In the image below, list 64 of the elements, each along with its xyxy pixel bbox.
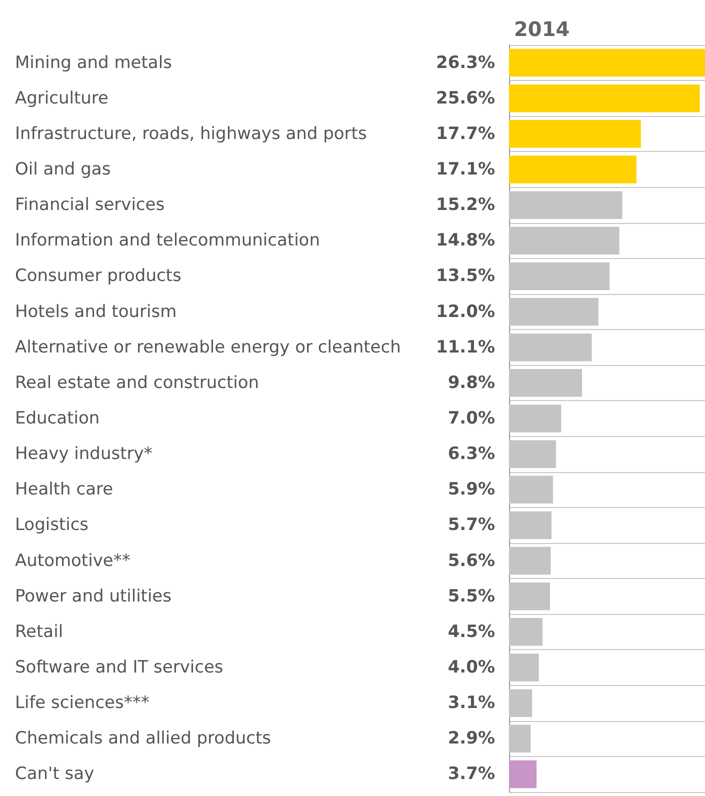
data-label: 5.6%: [448, 550, 495, 571]
data-label: 5.5%: [448, 586, 495, 606]
y-tick-label: Alternative or renewable energy or cleantech: [15, 337, 401, 358]
data-label: 4.5%: [448, 622, 495, 642]
data-label: 13.5%: [436, 266, 495, 286]
data-label: 25.6%: [436, 88, 495, 108]
bar: [509, 724, 531, 753]
data-label: 15.2%: [436, 195, 495, 216]
data-label: 9.8%: [448, 372, 495, 393]
y-tick-label: Retail: [15, 622, 64, 642]
bar: [509, 298, 598, 326]
data-label: 14.8%: [436, 230, 495, 251]
bar: [509, 546, 551, 575]
data-label: 4.0%: [448, 658, 495, 678]
y-tick-label: Can't say: [15, 764, 94, 784]
data-label: 5.7%: [448, 515, 495, 536]
y-tick-label: Real estate and construction: [15, 372, 260, 393]
data-label: 26.3%: [436, 52, 495, 73]
y-tick-label: Oil and gas: [15, 160, 111, 180]
y-tick-label: Hotels and tourism: [15, 302, 177, 322]
y-tick-label: Consumer products: [15, 266, 182, 286]
bar: [509, 476, 553, 504]
data-label: 3.1%: [448, 693, 495, 714]
y-tick-label: Information and telecommunication: [15, 230, 320, 251]
bar: [509, 511, 552, 540]
bar: [509, 226, 620, 255]
y-tick-label: Power and utilities: [15, 586, 172, 606]
y-tick-label: Automotive**: [15, 550, 130, 571]
data-label: 3.7%: [448, 764, 495, 784]
y-tick-label: Agriculture: [15, 88, 108, 108]
y-tick-label: Logistics: [15, 515, 89, 536]
bar: [509, 191, 622, 219]
y-tick-label: Infrastructure, roads, highways and ports: [15, 124, 367, 144]
bar: [509, 369, 582, 397]
data-label: 17.7%: [436, 124, 495, 144]
bar: [509, 48, 705, 77]
y-tick-label: Education: [15, 408, 100, 428]
y-tick-label: Software and IT services: [15, 658, 224, 678]
bar: [509, 760, 537, 788]
y-tick-label: Mining and metals: [15, 52, 172, 73]
bar: [509, 84, 700, 112]
y-tick-label: Financial services: [15, 195, 165, 216]
y-tick-label: Health care: [15, 480, 114, 500]
bar: [509, 440, 556, 468]
bar: [509, 618, 543, 646]
data-label: 7.0%: [448, 408, 495, 428]
bar: [509, 689, 532, 717]
data-label: 12.0%: [436, 302, 495, 322]
data-label: 6.3%: [448, 444, 495, 464]
y-tick-label: Chemicals and allied products: [15, 728, 272, 749]
y-tick-label: Heavy industry*: [15, 444, 152, 464]
data-label: 5.9%: [448, 480, 495, 500]
data-label: 17.1%: [436, 160, 495, 180]
y-tick-label: Life sciences***: [15, 693, 150, 714]
bar: [509, 333, 592, 362]
data-label: 11.1%: [436, 337, 495, 358]
data-label: 2.9%: [448, 728, 495, 749]
bar: [509, 404, 562, 432]
bar: [509, 120, 641, 148]
chart-title: 2014: [514, 17, 570, 41]
bar: [509, 654, 539, 682]
bar: [509, 582, 550, 610]
bar: [509, 262, 610, 290]
bar: [509, 156, 636, 184]
